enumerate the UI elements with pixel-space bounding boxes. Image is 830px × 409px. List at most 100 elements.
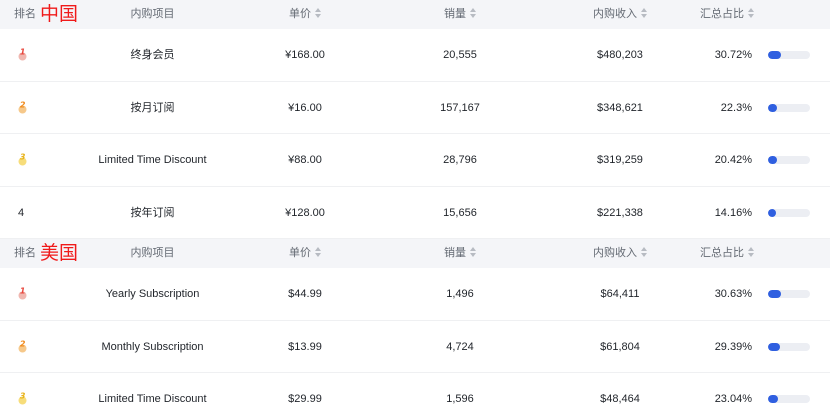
column-header-sales[interactable]: 销量 [410,239,510,268]
item-name: Monthly Subscription [101,340,204,353]
sort-icon[interactable] [470,247,476,258]
table-row[interactable]: 1 终身会员 ¥168.00 20,555 $480,203 30.72% [0,29,830,82]
rank-cell: 2 [18,82,58,134]
svg-text:3: 3 [20,392,26,401]
gold-medal-icon: 3 [18,391,27,405]
column-label: 内购项目 [130,247,175,259]
sort-icon[interactable] [748,247,754,258]
rank-cell: 3 [18,134,58,186]
orange-medal-icon: 2 [18,339,27,353]
sort-icon[interactable] [641,247,647,258]
table-row[interactable]: 3 Limited Time Discount ¥88.00 28,796 $319,2… [0,134,830,187]
country-section: 排名 内购项目 单价 销量 内购收入 汇总占比 美国 1 Yearly Subscription… [0,239,830,409]
table-header: 排名 内购项目 单价 销量 内购收入 汇总占比 美国 [0,239,830,268]
share-bar [768,290,810,298]
item-name: Limited Time Discount [98,393,207,405]
share-cell: 14.16% [712,187,830,239]
column-header-share[interactable]: 汇总占比 [700,0,820,29]
red-medal-icon: 1 [18,47,27,61]
column-header-price[interactable]: 单价 [262,239,348,268]
share-cell: 30.63% [712,268,830,320]
unit-price: ¥128.00 [285,206,325,219]
gold-medal-icon: 3 [18,152,27,166]
share-percent: 14.16% [714,206,752,219]
iap-revenue: $61,804 [600,340,640,353]
unit-price: $44.99 [288,288,322,300]
country-label: 美国 [40,242,79,264]
share-cell: 22.3% [712,82,830,134]
column-label: 内购项目 [130,8,175,20]
red-medal-icon: 1 [18,286,27,300]
share-percent: 29.39% [714,340,752,353]
share-percent: 20.42% [714,154,752,166]
sort-icon[interactable] [470,8,476,19]
share-percent: 30.63% [714,288,752,300]
sort-icon[interactable] [315,8,321,19]
column-label: 内购收入 [593,247,637,259]
share-cell: 20.42% [712,134,830,186]
share-bar [768,395,810,403]
column-header-item: 内购项目 [80,239,225,268]
column-header-revenue[interactable]: 内购收入 [560,0,680,29]
table-row[interactable]: 4 按年订阅 ¥128.00 15,656 $221,338 14.16% [0,187,830,239]
column-label: 汇总占比 [700,8,744,20]
share-percent: 23.04% [714,393,752,405]
unit-price: ¥16.00 [288,101,322,114]
table-header: 排名 内购项目 单价 销量 内购收入 汇总占比 中国 [0,0,830,29]
column-header-price[interactable]: 单价 [262,0,348,29]
sort-icon[interactable] [315,247,321,258]
column-header-sales[interactable]: 销量 [410,0,510,29]
column-label: 内购收入 [593,8,637,20]
share-bar-fill [768,208,776,217]
iap-revenue: $348,621 [597,101,643,114]
svg-text:3: 3 [20,153,26,162]
sales-count: 1,596 [446,393,474,405]
rank-cell: 1 [18,268,58,320]
column-label: 排名 [14,247,36,259]
sort-icon[interactable] [641,8,647,19]
column-label: 汇总占比 [700,247,744,259]
column-header-rank: 排名 [14,0,54,29]
rank-cell: 1 [18,29,58,81]
item-name: Yearly Subscription [105,288,200,300]
svg-text:1: 1 [20,48,26,57]
item-name: Limited Time Discount [98,154,207,166]
sales-count: 20,555 [443,49,477,61]
item-name: 按月订阅 [130,101,175,114]
svg-text:2: 2 [20,100,26,109]
orange-medal-icon: 2 [18,100,27,114]
share-bar-fill [768,51,781,59]
country-label: 中国 [40,3,79,25]
rank-cell: 3 [18,373,58,409]
share-bar-fill [768,395,778,403]
iap-revenue: $319,259 [597,154,643,166]
iap-revenue: $48,464 [600,393,640,405]
column-header-revenue[interactable]: 内购收入 [560,239,680,268]
column-header-share[interactable]: 汇总占比 [700,239,820,268]
share-percent: 22.3% [720,101,752,114]
rank-number: 4 [18,206,25,219]
column-header-item: 内购项目 [80,0,225,29]
unit-price: $13.99 [288,340,322,353]
table-row[interactable]: 2 Monthly Subscription $13.99 4,724 $61,804 2… [0,321,830,373]
share-bar-fill [768,103,777,112]
table-row[interactable]: 2 按月订阅 ¥16.00 157,167 $348,621 22.3% [0,82,830,134]
share-percent: 30.72% [714,49,752,61]
sort-icon[interactable] [748,8,754,19]
share-cell: 23.04% [712,373,830,409]
sales-count: 15,656 [443,206,477,219]
share-bar-fill [768,290,781,298]
iap-revenue: $221,338 [597,206,643,219]
iap-revenue: $480,203 [597,49,643,61]
column-header-rank: 排名 [14,239,54,268]
table-row[interactable]: 1 Yearly Subscription $44.99 1,496 $64,411 30… [0,268,830,321]
column-label: 销量 [444,8,466,20]
column-label: 单价 [289,247,311,259]
share-bar [768,208,810,217]
share-bar-fill [768,342,780,351]
table-row[interactable]: 3 Limited Time Discount $29.99 1,596 $48,464… [0,373,830,409]
column-label: 排名 [14,8,36,20]
unit-price: ¥88.00 [288,154,322,166]
country-section: 排名 内购项目 单价 销量 内购收入 汇总占比 中国 1 终身会员 ¥168.00 20,555 $4… [0,0,830,239]
